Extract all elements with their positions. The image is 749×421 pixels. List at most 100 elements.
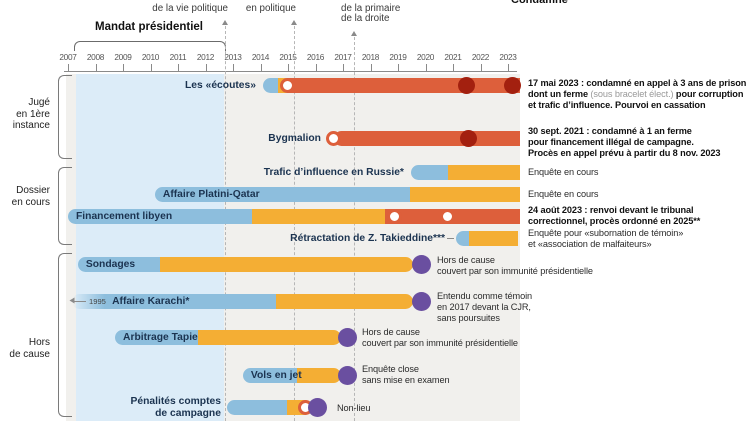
start-arrow-line (74, 301, 86, 302)
section-bracket-hors-de-cause (58, 253, 72, 417)
start-year-note: 1995 (89, 296, 106, 306)
annotation-financement-libyen: 24 août 2023 : renvoi devant le tribunal… (528, 205, 701, 226)
event-marker-condemned (458, 77, 476, 94)
timeline-bar-segment-blue (115, 330, 199, 345)
event-arrow-icon (221, 20, 228, 25)
timeline-bar-segment-blue (226, 400, 287, 415)
event-arrow-icon (290, 20, 297, 25)
year-tick-label: 2022 (471, 52, 490, 62)
year-tick-mark (398, 64, 399, 72)
year-tick-mark (95, 64, 97, 72)
bar-label-retractation-takieddine: Rétractation de Z. Takieddine*** (290, 232, 446, 244)
year-tick-label: 2015 (279, 52, 297, 62)
year-tick-mark (68, 64, 69, 72)
event-marker-closed (411, 255, 431, 274)
year-tick-mark (260, 64, 262, 72)
section-bracket-juge-premiere-instance (58, 75, 72, 159)
annotation-affaire-platini-qatar: Enquête en cours (528, 189, 599, 199)
timeline-bar-segment-yellow (448, 165, 520, 180)
timeline-bar-segment-blue (262, 78, 279, 93)
bar-label-sondages: Sondages (85, 258, 136, 270)
year-tick-label: 2007 (59, 52, 77, 62)
event-label-retour-en-politique: Retouren politique (245, 0, 296, 14)
year-tick-mark (315, 64, 317, 72)
timeline-bar-segment-blue (456, 231, 469, 246)
event-guide-line (354, 36, 355, 421)
year-tick-label: 2023 (499, 52, 517, 62)
event-marker-closed (411, 292, 431, 311)
bar-label-trafic-influence-russie: Trafic d’influence en Russie* (263, 166, 404, 178)
bar-label-affaire-platini-qatar: Affaire Platini-Qatar (162, 188, 260, 200)
year-tick-mark (288, 64, 289, 72)
bar-label-les-ecoutes: Les «écoutes» (185, 79, 256, 91)
section-label-juge-premiere-instance: Jugé en 1ère instance (12, 97, 50, 131)
annotation-vols-en-jet: Enquête close sans mise en examen (362, 364, 450, 385)
event-arrow-icon (351, 30, 357, 36)
year-tick-mark (480, 64, 482, 72)
event-marker-condemned (459, 130, 477, 147)
timeline-bar-segment-yellow (275, 294, 414, 309)
year-tick-label: 2008 (86, 52, 105, 62)
event-marker-closed (338, 328, 358, 347)
bar-label-arbitrage-tapie: Arbitrage Tapie (123, 331, 198, 343)
annotation-penalites-comptes-campagne: Non-lieu (337, 403, 371, 413)
timeline-bar-segment-yellow (198, 330, 342, 345)
event-label-retrait-vie-politique: Retraitde la vie politique (152, 0, 228, 14)
year-tick-label: 2014 (251, 52, 270, 62)
year-tick-mark (150, 64, 152, 72)
year-tick-label: 2016 (306, 52, 325, 62)
label-connector-line (447, 238, 455, 239)
year-tick-label: 2010 (141, 52, 160, 62)
start-arrow-icon (69, 297, 75, 304)
annotation-les-ecoutes: 17 mai 2023 : condamné en appel à 3 ans … (528, 78, 747, 110)
year-tick-label: 2020 (416, 52, 435, 62)
timeline-bar-segment-red (286, 78, 520, 93)
bar-label-penalites-comptes-campagne: Pénalités comptes de campagne (130, 396, 221, 419)
year-tick-label: 2021 (444, 52, 462, 62)
timeline-bar-segment-blue (242, 368, 298, 383)
annotation-arbitrage-tapie: Hors de cause couvert par son immunité pr… (362, 327, 518, 348)
timeline-bar-segment-yellow (251, 209, 386, 224)
event-marker-condemned (503, 77, 521, 94)
section-bracket-dossier-en-cours (58, 167, 72, 245)
event-marker-closed (308, 398, 328, 417)
timeline-bar-segment-blue (77, 257, 161, 272)
timeline-bar-segment-yellow (160, 257, 414, 272)
timeline-bar-segment-blue (410, 165, 449, 180)
annotation-trafic-influence-russie: Enquête en cours (528, 167, 599, 177)
year-tick-label: 2018 (361, 52, 380, 62)
year-tick-label: 2017 (334, 52, 352, 62)
annotation-sondages: Hors de cause couvert par son immunité pr… (437, 255, 593, 276)
year-tick-label: 2011 (169, 52, 187, 62)
annotation-affaire-karachi: Entendu comme témoin en 2017 devant la CJ… (437, 291, 533, 323)
timeline-bar-segment-blue (154, 187, 411, 202)
section-label-hors-de-cause: Hors de cause (9, 337, 50, 360)
year-tick-label: 2009 (114, 52, 132, 62)
mandate-bracket (74, 41, 226, 51)
event-marker-white (280, 77, 295, 93)
event-marker-white (325, 130, 341, 146)
event-marker-white (440, 208, 456, 224)
bar-label-bygmalion: Bygmalion (268, 132, 321, 144)
year-tick-label: 2013 (224, 52, 242, 62)
year-tick-label: 2019 (389, 52, 407, 62)
timeline-bar-segment-yellow (468, 231, 518, 246)
timeline-bar-segment-red (333, 131, 520, 146)
annotation-retractation-takieddine: Enquête pour «subornation de témoin» et «… (528, 228, 684, 249)
year-tick-mark (123, 64, 124, 72)
presidential-mandate-band (76, 74, 224, 421)
timeline-bar-segment-blue (72, 294, 276, 309)
event-marker-closed (338, 366, 358, 385)
bar-label-financement-libyen: Financement libyen (76, 210, 173, 222)
mandate-label: Mandat présidentiel (95, 21, 203, 33)
year-tick-mark (343, 64, 344, 72)
year-axis-line (64, 71, 517, 72)
year-tick-mark (370, 64, 372, 72)
year-tick-mark (205, 64, 207, 72)
year-tick-mark (508, 64, 509, 72)
timeline-bar-segment-yellow (410, 187, 520, 202)
bar-label-vols-en-jet: Vols en jet (250, 369, 302, 381)
condemned-label: Condamné (511, 0, 568, 6)
